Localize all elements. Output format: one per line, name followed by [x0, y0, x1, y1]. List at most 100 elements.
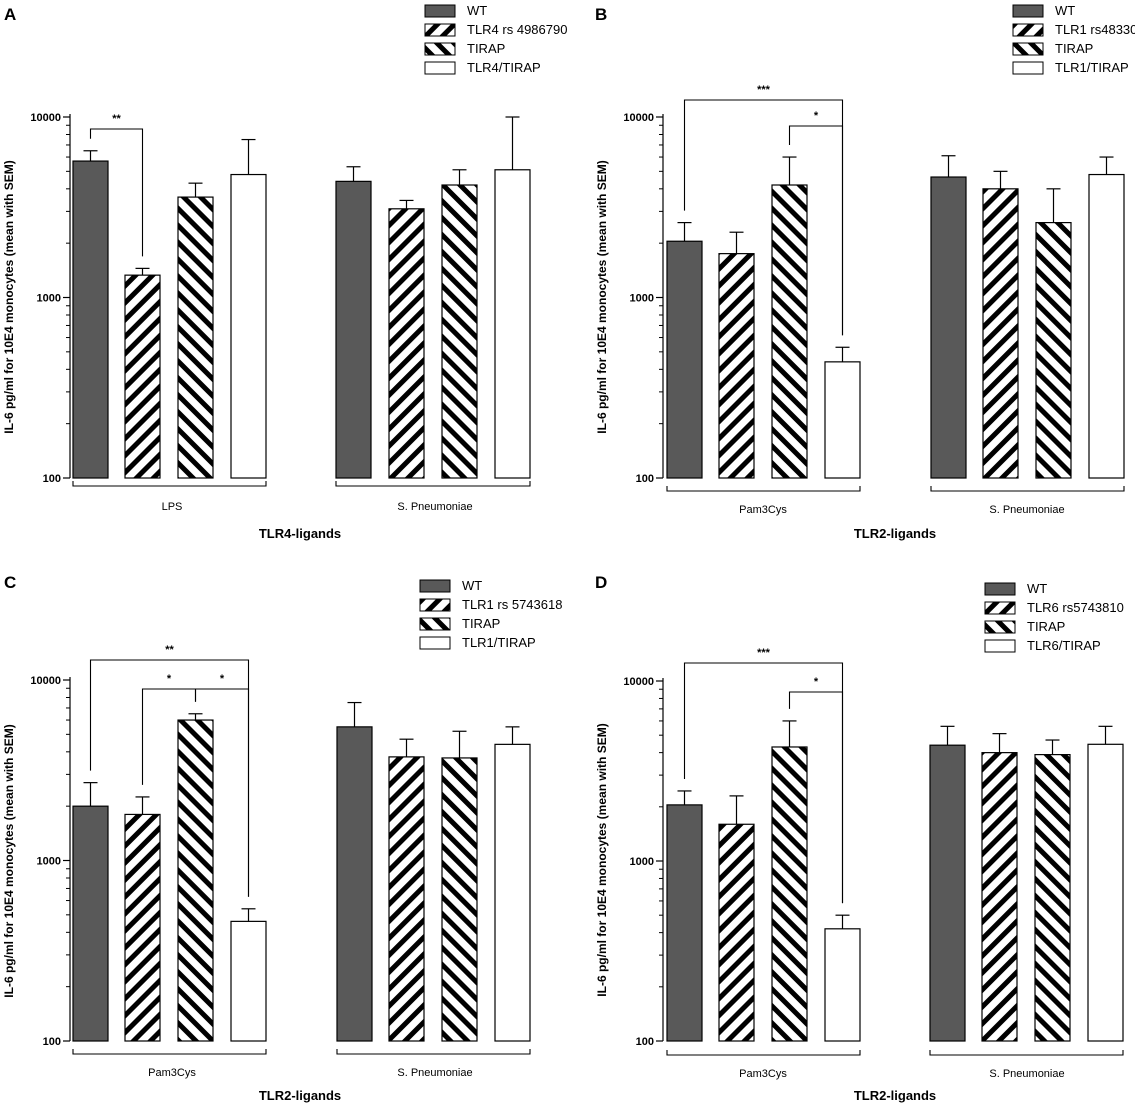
bar [666, 240, 703, 479]
group-bracket [930, 486, 1125, 492]
x-axis-title: TLR2-ligands [854, 1088, 936, 1103]
significance-bracket [89, 659, 250, 897]
legend-label-tirap: TIRAP [1055, 41, 1093, 56]
group-bracket [666, 1050, 861, 1056]
significance-bracket [788, 125, 844, 336]
legend-label-wt: WT [1055, 3, 1075, 18]
bar [981, 752, 1018, 1042]
legend-label-tirap: TIRAP [1027, 619, 1065, 634]
y-axis-title: IL-6 pg/ml for 10E4 monocytes (mean with… [595, 160, 609, 433]
bar [494, 743, 531, 1042]
panel-b: B IL-6 pg/ml for 10E4 monocytes (mean wi… [595, 3, 1135, 541]
panel-a: A IL-6 pg/ml for 10E4 monocytes (mean wi… [2, 3, 567, 541]
bar [824, 928, 861, 1042]
bar [771, 746, 808, 1042]
bar [124, 274, 161, 479]
group-bracket [72, 1049, 267, 1055]
panel-label: C [4, 573, 16, 592]
bar [230, 173, 267, 479]
significance-label: ** [112, 113, 121, 125]
y-tick-label: 1000 [37, 293, 61, 305]
x-axis-title: TLR2-ligands [259, 1088, 341, 1103]
bar [441, 184, 478, 479]
bar [718, 253, 755, 479]
panel-label: A [4, 5, 16, 24]
y-tick-label: 1000 [630, 856, 654, 868]
legend: WT TLR1 rs 5743618 TIRAP TLR1/TIRAP [419, 578, 562, 650]
y-tick-label: 100 [43, 1036, 61, 1048]
bar [388, 756, 425, 1042]
group-label-1: Pam3Cys [148, 1067, 196, 1079]
legend-swatch-tirap [424, 42, 456, 56]
legend-swatch-snp [419, 598, 451, 612]
legend-swatch-snp [1012, 23, 1044, 37]
bar [336, 726, 373, 1042]
bar [982, 188, 1019, 479]
legend-label-snp: TLR1 rs4833095 [1055, 22, 1135, 37]
bar [124, 813, 161, 1042]
y-tick-label: 100 [636, 473, 654, 485]
legend-label-wt: WT [1027, 581, 1047, 596]
bar [1035, 221, 1072, 479]
significance-label: *** [757, 84, 771, 96]
y-axis-title: IL-6 pg/ml for 10E4 monocytes (mean with… [595, 723, 609, 996]
legend-label-double: TLR1/TIRAP [462, 635, 536, 650]
significance-label: * [814, 676, 819, 688]
group-bracket [929, 1050, 1124, 1056]
legend-swatch-snp [984, 601, 1016, 615]
legend-label-double: TLR1/TIRAP [1055, 60, 1129, 75]
legend-swatch-tirap [419, 617, 451, 631]
legend-swatch-tirap [1012, 42, 1044, 56]
group-bracket [72, 481, 267, 487]
significance-label: * [220, 673, 225, 685]
significance-bracket [194, 688, 250, 897]
legend-label-double: TLR4/TIRAP [467, 60, 541, 75]
significance-bracket [89, 128, 144, 257]
y-tick-label: 100 [43, 473, 61, 485]
y-tick-label: 1000 [630, 293, 654, 305]
legend-label-snp: TLR1 rs 5743618 [462, 597, 562, 612]
group-label-2: S. Pneumoniae [397, 1067, 472, 1079]
legend: WT TLR1 rs4833095 TIRAP TLR1/TIRAP [1012, 3, 1135, 75]
y-tick-label: 100 [636, 1036, 654, 1048]
bar [230, 920, 267, 1042]
legend-swatch-wt [424, 4, 456, 18]
panel-label: B [595, 5, 607, 24]
y-tick-label: 10000 [623, 676, 654, 688]
bar [72, 160, 109, 479]
panel-label: D [595, 573, 607, 592]
panel-c: C IL-6 pg/ml for 10E4 monocytes (mean wi… [2, 573, 562, 1103]
group-label-1: Pam3Cys [739, 504, 787, 516]
legend-swatch-double [419, 636, 451, 650]
bar [441, 757, 478, 1042]
significance-label: *** [757, 647, 771, 659]
bar [494, 169, 531, 479]
significance-label: * [167, 673, 172, 685]
group-label-2: S. Pneumoniae [989, 504, 1064, 516]
bar [1034, 754, 1071, 1042]
bar [718, 823, 755, 1042]
x-axis-title: TLR2-ligands [854, 526, 936, 541]
bar [929, 744, 966, 1042]
y-axis-title: IL-6 pg/ml for 10E4 monocytes (mean with… [2, 160, 16, 433]
legend-label-double: TLR6/TIRAP [1027, 638, 1101, 653]
significance-bracket [683, 662, 844, 904]
significance-bracket [683, 99, 844, 336]
group-bracket [336, 1049, 531, 1055]
bar [824, 361, 861, 479]
bar [177, 196, 214, 479]
bar [177, 719, 214, 1042]
bar [666, 804, 703, 1042]
group-bracket [335, 481, 531, 487]
legend-label-snp: TLR6 rs5743810 [1027, 600, 1124, 615]
legend-label-wt: WT [462, 578, 482, 593]
bar [771, 184, 808, 479]
group-label-2: S. Pneumoniae [989, 1068, 1064, 1080]
legend-swatch-double [1012, 61, 1044, 75]
legend-label-tirap: TIRAP [467, 41, 505, 56]
y-axis-title: IL-6 pg/ml for 10E4 monocytes (mean with… [2, 724, 16, 997]
x-axis-title: TLR4-ligands [259, 526, 341, 541]
bar [1088, 173, 1125, 479]
bar [930, 176, 967, 479]
